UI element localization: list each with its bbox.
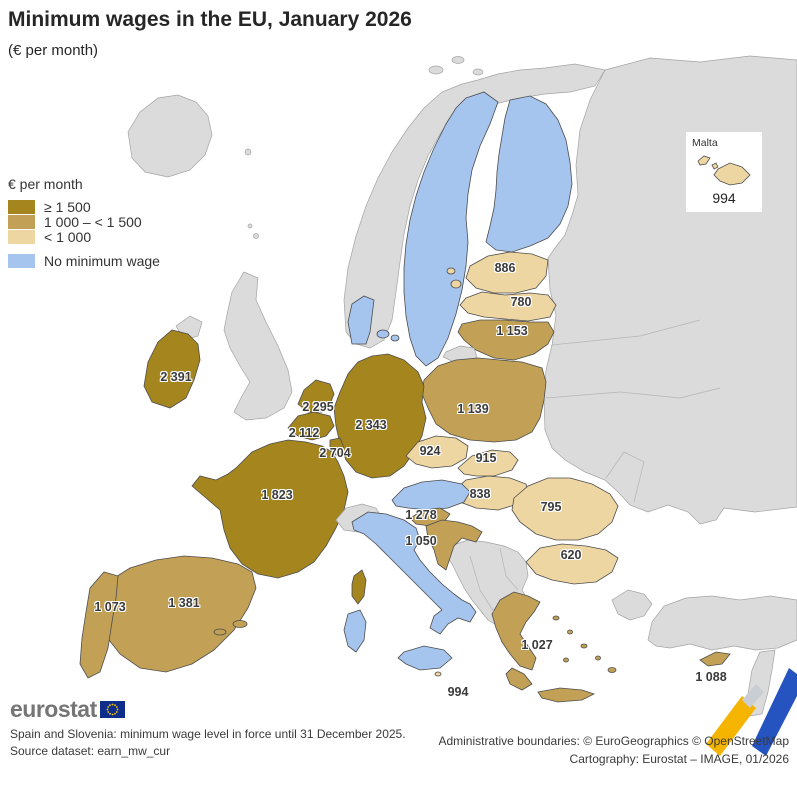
legend-item-mid: 1 000 – < 1 500 (8, 213, 160, 230)
border-balkans-2 (499, 547, 519, 591)
country-turkey (647, 595, 797, 651)
country-portugal (79, 571, 119, 679)
corsica (351, 569, 367, 605)
estonia-island-2 (446, 267, 456, 275)
greek-island-5 (563, 657, 569, 663)
greek-island-6 (607, 667, 617, 673)
legend-label-mid: 1 000 – < 1 500 (44, 213, 142, 230)
malta-comino (711, 162, 719, 170)
country-romania (511, 477, 619, 541)
eu-flag-icon (99, 700, 125, 718)
country-austria (391, 479, 471, 511)
border-belarus-russia (551, 319, 701, 346)
map-legend: € per month ≥ 1 500 1 000 – < 1 500 < 1 00… (8, 176, 160, 269)
border-moldova (605, 451, 645, 503)
svalbard-1 (428, 65, 444, 75)
legend-item-high: ≥ 1 500 (8, 198, 160, 215)
country-cyprus (699, 651, 731, 667)
legend-item-low: < 1 000 (8, 228, 160, 245)
malta-islet (697, 155, 711, 166)
country-belgium (287, 411, 335, 441)
denmark-island-1 (376, 329, 390, 339)
country-norway (343, 63, 606, 349)
country-iceland (127, 94, 213, 178)
country-czechia (405, 435, 469, 469)
footer-left: eurostat Spain and Slovenia: minimum wag… (10, 698, 406, 760)
decor-stripe-blue (752, 668, 797, 756)
svalbard-2 (451, 56, 465, 64)
denmark-island-2 (390, 334, 400, 342)
legend-swatch-low (8, 229, 35, 244)
shetland-1 (253, 233, 259, 239)
svalbard-3 (472, 68, 484, 76)
legend-label-none: No minimum wage (44, 252, 160, 269)
greek-island-4 (595, 655, 601, 661)
country-bulgaria (525, 543, 619, 585)
decor-stripe-silver (742, 684, 764, 708)
country-latvia (459, 291, 557, 322)
country-greece (491, 591, 541, 671)
country-poland (421, 357, 547, 443)
peloponnese (505, 667, 533, 691)
page-title: Minimum wages in the EU, January 2026 (8, 8, 412, 31)
legend-label-high: ≥ 1 500 (44, 198, 91, 215)
country-ireland (143, 329, 201, 409)
header: Minimum wages in the EU, January 2026 (€… (8, 8, 412, 59)
legend-label-low: < 1 000 (44, 228, 92, 245)
greek-island-1 (552, 615, 560, 621)
legend-title: € per month (8, 176, 83, 192)
footnote-line-2: Source dataset: earn_mw_cur (10, 744, 171, 758)
border-balkans-1 (469, 555, 495, 613)
country-italy (351, 511, 477, 635)
country-france (191, 439, 349, 579)
country-netherlands (297, 379, 335, 413)
faroe-islands (244, 148, 252, 156)
inset-title: Malta (692, 137, 718, 149)
turkey-european (611, 589, 653, 621)
malta-inset: Malta 994 (686, 132, 762, 212)
legend-swatch-none (8, 253, 35, 268)
country-croatia (425, 519, 483, 571)
shetland-2 (247, 223, 253, 229)
sardinia (343, 609, 367, 653)
country-luxembourg (329, 437, 345, 457)
border-belarus-ukraine (545, 387, 721, 399)
eurostat-logo: eurostat (10, 696, 406, 722)
eurostat-wordmark: eurostat (10, 696, 97, 722)
sicily (397, 645, 453, 671)
country-finland (485, 95, 573, 253)
malta-inset-map (697, 155, 751, 186)
legend-item-none: No minimum wage (8, 252, 160, 269)
legend-items: ≥ 1 500 1 000 – < 1 500 < 1 000 No minimum … (8, 198, 160, 269)
country-uk (223, 271, 293, 421)
greek-island-2 (567, 629, 573, 635)
credit-line-2: Cartography: Eurostat – IMAGE, 01/2026 (569, 752, 789, 766)
footnote: Spain and Slovenia: minimum wage level i… (10, 726, 406, 760)
legend-swatch-high (8, 199, 35, 214)
greek-island-3 (580, 643, 588, 649)
footer-right: Administrative boundaries: © EuroGeograp… (438, 732, 789, 768)
estonia-island-1 (450, 279, 462, 289)
country-malta (434, 671, 442, 677)
inset-value: 994 (712, 190, 736, 206)
balearic-2 (232, 620, 248, 628)
country-denmark (347, 295, 375, 345)
page-subtitle: (€ per month) (8, 42, 99, 59)
malta-main-island (713, 162, 751, 186)
country-spain (105, 555, 257, 673)
decor-stripe-yellow (706, 696, 756, 756)
country-russia-area (543, 55, 797, 525)
country-lithuania (457, 319, 555, 361)
credit-line-1: Administrative boundaries: © EuroGeograp… (438, 734, 789, 748)
footnote-line-1: Spain and Slovenia: minimum wage level i… (10, 727, 406, 741)
crete (537, 687, 596, 703)
balearic-1 (213, 628, 227, 636)
country-slovakia (457, 449, 519, 477)
country-sweden (403, 91, 499, 367)
legend-swatch-mid (8, 214, 35, 229)
country-estonia (465, 251, 549, 294)
